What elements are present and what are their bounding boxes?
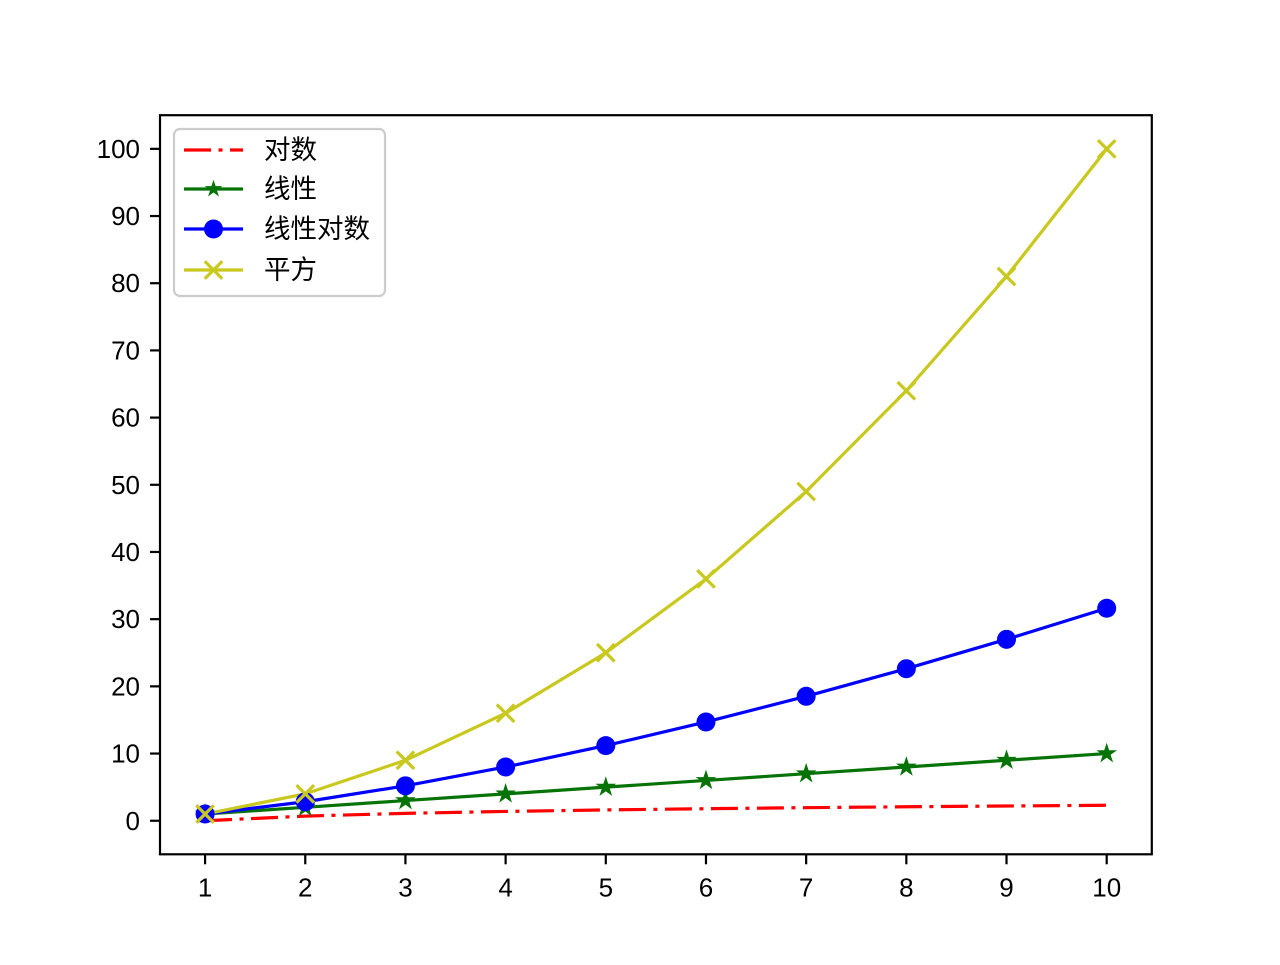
svg-text:对数: 对数 [264,128,317,167]
svg-text:60: 60 [111,403,140,433]
svg-text:3: 3 [398,872,412,902]
svg-text:平方: 平方 [264,248,317,287]
svg-text:4: 4 [498,872,512,902]
svg-text:1: 1 [198,872,212,902]
svg-text:9: 9 [999,872,1013,902]
svg-text:90: 90 [111,201,140,231]
svg-text:10: 10 [1092,872,1121,902]
svg-text:70: 70 [111,335,140,365]
svg-text:20: 20 [111,671,140,701]
svg-text:5: 5 [599,872,613,902]
svg-text:30: 30 [111,604,140,634]
svg-text:6: 6 [699,872,713,902]
svg-text:7: 7 [799,872,813,902]
svg-text:40: 40 [111,537,140,567]
svg-text:8: 8 [899,872,913,902]
svg-text:80: 80 [111,268,140,298]
svg-text:线性对数: 线性对数 [264,207,370,246]
svg-text:2: 2 [298,872,312,902]
svg-text:50: 50 [111,470,140,500]
svg-text:100: 100 [97,134,140,164]
svg-text:0: 0 [126,806,140,836]
svg-text:线性: 线性 [264,167,317,206]
svg-text:10: 10 [111,739,140,769]
